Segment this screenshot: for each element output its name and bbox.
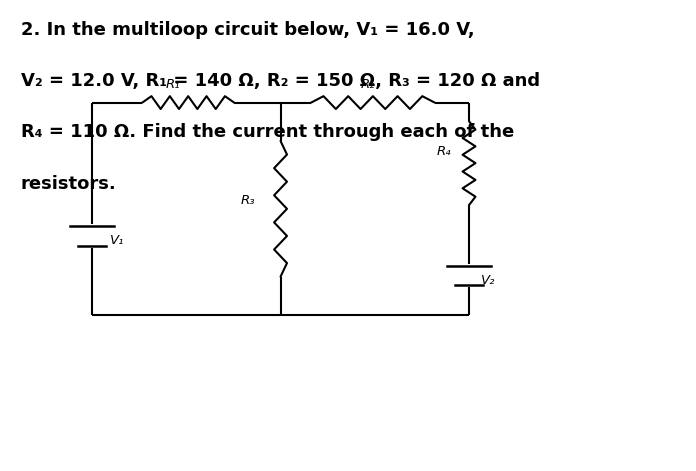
Text: R₄: R₄	[436, 145, 451, 158]
Text: R₄ = 110 Ω. Find the current through each of the: R₄ = 110 Ω. Find the current through eac…	[21, 123, 514, 141]
Text: 2. In the multiloop circuit below, V₁ = 16.0 V,: 2. In the multiloop circuit below, V₁ = …	[21, 21, 474, 39]
Text: R₃: R₃	[241, 195, 255, 207]
Text: V₂ = 12.0 V, R₁ = 140 Ω, R₂ = 150 Ω, R₃ = 120 Ω and: V₂ = 12.0 V, R₁ = 140 Ω, R₂ = 150 Ω, R₃ …	[21, 72, 540, 90]
Text: R₁: R₁	[166, 78, 181, 91]
Text: resistors.: resistors.	[21, 175, 116, 193]
Text: V₂: V₂	[481, 274, 496, 287]
Text: V₁: V₁	[110, 235, 125, 247]
Text: R₂: R₂	[361, 78, 375, 91]
